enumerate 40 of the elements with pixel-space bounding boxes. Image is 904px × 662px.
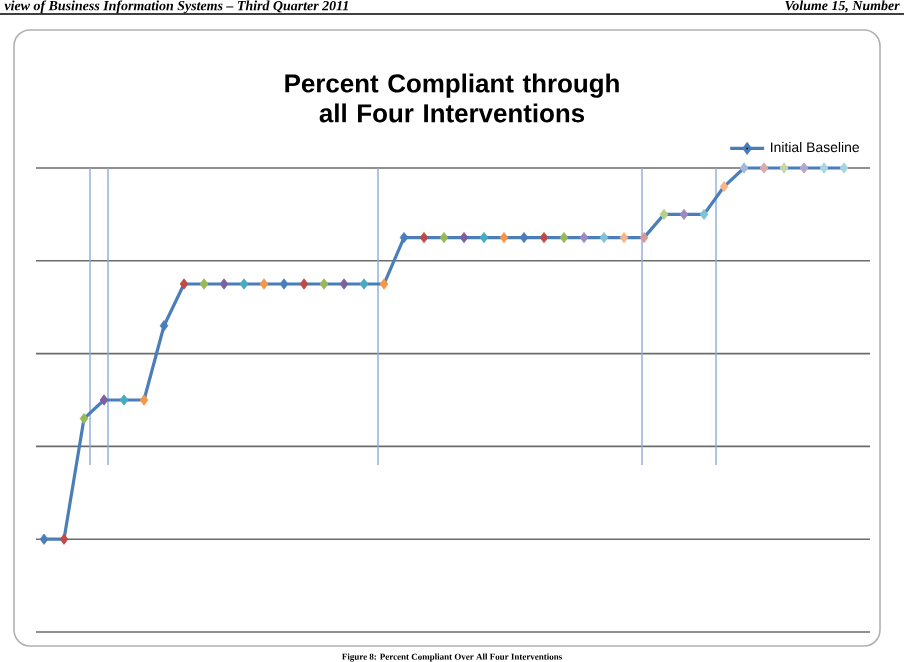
point [579,232,589,244]
point [99,394,109,406]
point [259,278,269,290]
point [499,232,509,244]
point [659,208,669,220]
point [319,278,329,290]
point [559,232,569,244]
point [219,278,229,290]
point [419,232,429,244]
point [719,180,729,193]
point [539,232,549,244]
point [79,412,89,425]
point [139,394,149,406]
point [439,232,449,244]
point [639,232,649,244]
point [839,162,849,174]
point [599,232,609,244]
chart-title: Percent Compliant through all Four Interventions [285,73,619,123]
point [159,320,169,332]
point [779,162,789,174]
point [119,394,129,406]
point [819,162,829,174]
point [679,208,689,220]
point [619,232,629,244]
point [39,533,49,545]
point [359,278,369,290]
point [179,278,189,290]
point [299,278,309,290]
point [59,533,69,545]
point [199,278,209,290]
point [739,162,749,174]
point [759,162,769,174]
point [479,232,489,244]
point [699,208,709,220]
point [379,278,389,290]
point [279,278,289,290]
point [459,232,469,244]
point [799,162,809,174]
point [339,278,349,290]
point [239,278,249,290]
